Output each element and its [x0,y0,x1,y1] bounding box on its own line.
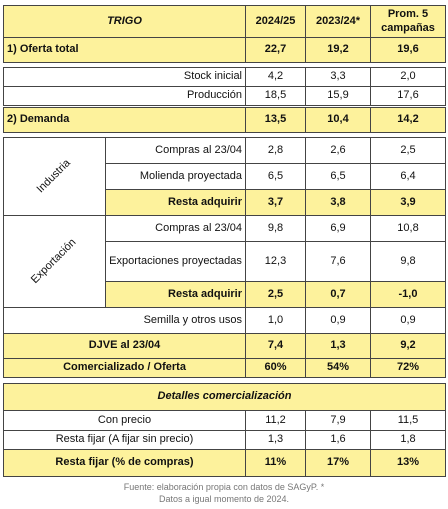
value-cell: 2,8 [245,137,306,164]
value-cell: 13,5 [245,107,306,133]
value-cell: 4,2 [245,67,306,87]
value-cell: 0,9 [305,307,371,334]
value-cell: 6,5 [245,163,306,190]
value-cell: 9,8 [245,215,306,242]
group-text: Industria [34,156,74,196]
row-label: Compras al 23/04 [105,137,246,164]
value-cell: 13% [370,449,446,477]
row-label: Semilla y otros usos [3,307,246,334]
group-label: Industria [3,137,106,216]
value-cell: 54% [305,358,371,378]
value-cell: 17,6 [370,86,446,106]
row-label: Con precio [3,410,246,431]
row-label: Resta fijar (A fijar sin precio) [3,430,246,450]
value-cell: 10,8 [370,215,446,242]
value-cell: 6,9 [305,215,371,242]
value-cell: 18,5 [245,86,306,106]
row-label: Comercializado / Oferta [3,358,246,378]
value-cell: 11,2 [245,410,306,431]
value-cell: 19,6 [370,37,446,63]
value-cell: 1,8 [370,430,446,450]
value-cell: 12,3 [245,241,306,282]
value-cell: 9,8 [370,241,446,282]
value-cell: 7,6 [305,241,371,282]
footer-note: Fuente: elaboración propia con datos de … [123,482,325,492]
row-label: Resta adquirir [105,281,246,308]
value-cell: 2,5 [370,137,446,164]
header-column: 2023/24* [305,5,371,38]
row-label: Exportaciones proyectadas [105,241,246,282]
row-label: Stock inicial [3,67,246,87]
value-cell: 6,5 [305,163,371,190]
value-cell: 11,5 [370,410,446,431]
footer-note: Datos a igual momento de 2024. [158,494,290,504]
value-cell: 2,0 [370,67,446,87]
header-column: Prom. 5 campañas [370,5,446,38]
row-label: 2) Demanda [3,107,246,133]
group-text: Exportación [29,236,79,286]
value-cell: 6,4 [370,163,446,190]
row-label: DJVE al 23/04 [3,333,246,359]
value-cell: 60% [245,358,306,378]
value-cell: 17% [305,449,371,477]
value-cell: 0,9 [370,307,446,334]
group-label: Exportación [3,215,106,308]
value-cell: 1,3 [245,430,306,450]
value-cell: 3,9 [370,189,446,216]
value-cell: 10,4 [305,107,371,133]
value-cell: 0,7 [305,281,371,308]
value-cell: 2,6 [305,137,371,164]
value-cell: 22,7 [245,37,306,63]
value-cell: 1,3 [305,333,371,359]
value-cell: 19,2 [305,37,371,63]
value-cell: 11% [245,449,306,477]
row-label: 1) Oferta total [3,37,246,63]
row-label: Molienda proyectada [105,163,246,190]
value-cell: 7,4 [245,333,306,359]
value-cell: 9,2 [370,333,446,359]
row-label: Resta fijar (% de compras) [3,449,246,477]
row-label: Producción [3,86,246,106]
header-title: TRIGO [3,5,246,38]
value-cell: 3,3 [305,67,371,87]
details-title: Detalles comercialización [3,383,446,411]
value-cell: 7,9 [305,410,371,431]
value-cell: 3,8 [305,189,371,216]
value-cell: 15,9 [305,86,371,106]
value-cell: 1,6 [305,430,371,450]
value-cell: 72% [370,358,446,378]
row-label: Compras al 23/04 [105,215,246,242]
value-cell: 3,7 [245,189,306,216]
value-cell: 1,0 [245,307,306,334]
header-column: 2024/25 [245,5,306,38]
value-cell: 14,2 [370,107,446,133]
value-cell: -1,0 [370,281,446,308]
row-label: Resta adquirir [105,189,246,216]
value-cell: 2,5 [245,281,306,308]
